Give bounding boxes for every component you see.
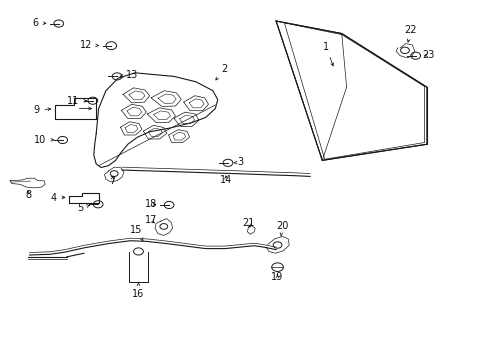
Text: 14: 14 — [220, 175, 232, 185]
Text: 4: 4 — [51, 193, 65, 203]
Text: 13: 13 — [120, 70, 138, 80]
Text: 8: 8 — [25, 190, 31, 200]
Text: 21: 21 — [242, 218, 254, 228]
Text: 22: 22 — [404, 25, 416, 42]
Text: 3: 3 — [234, 157, 243, 167]
Text: 9: 9 — [33, 105, 51, 115]
Text: 19: 19 — [271, 272, 283, 282]
Text: 15: 15 — [130, 225, 142, 241]
Text: 11: 11 — [67, 96, 86, 107]
Text: 5: 5 — [78, 203, 89, 213]
Text: 12: 12 — [80, 40, 98, 50]
Text: 17: 17 — [144, 215, 157, 225]
Text: 6: 6 — [32, 18, 46, 28]
Text: 16: 16 — [132, 283, 144, 298]
Text: 23: 23 — [421, 50, 434, 60]
Text: 20: 20 — [276, 221, 288, 236]
Text: 18: 18 — [145, 199, 157, 209]
Text: 1: 1 — [323, 42, 333, 66]
Text: 10: 10 — [34, 135, 54, 145]
Text: 2: 2 — [215, 64, 227, 80]
Text: 7: 7 — [109, 176, 115, 186]
